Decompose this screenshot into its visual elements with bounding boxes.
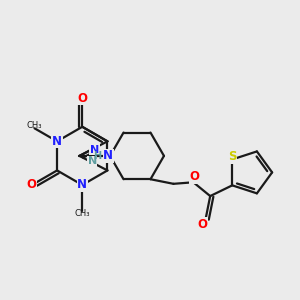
Text: N: N	[103, 149, 113, 162]
Text: H: H	[94, 151, 102, 160]
Text: S: S	[228, 150, 236, 163]
Text: CH₃: CH₃	[74, 209, 90, 218]
Text: CH₃: CH₃	[27, 122, 42, 130]
Text: N: N	[90, 145, 99, 155]
Text: N: N	[77, 178, 87, 191]
Text: O: O	[26, 178, 36, 191]
Text: O: O	[190, 170, 200, 184]
Text: N: N	[52, 135, 62, 148]
Text: N: N	[88, 156, 97, 167]
Text: O: O	[198, 218, 208, 231]
Text: O: O	[77, 92, 87, 105]
